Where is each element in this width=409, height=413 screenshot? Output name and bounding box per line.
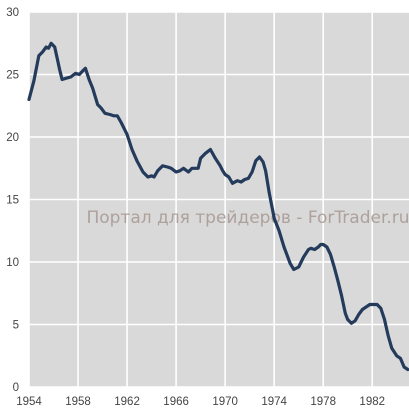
y-axis-tick-labels: 0 5 10 15 20 25 30 [6, 7, 19, 394]
x-tick-label: 1978 [310, 396, 336, 408]
x-tick-label: 1962 [114, 396, 140, 408]
x-tick-label: 1966 [163, 396, 189, 408]
x-tick-label: 1958 [65, 396, 91, 408]
y-tick-label: 15 [6, 195, 19, 207]
y-tick-label: 20 [6, 132, 19, 144]
x-axis-tick-labels: 1954 1958 1962 1966 1970 1974 1978 1982 [16, 396, 385, 408]
y-tick-label: 0 [13, 382, 19, 394]
x-tick-label: 1954 [16, 396, 42, 408]
watermark-text: Портал для трейдеров - ForTrader.ru [86, 208, 409, 228]
y-tick-label: 25 [6, 70, 19, 82]
series-line [27, 41, 409, 372]
x-tick-label: 1974 [261, 396, 287, 408]
y-tick-label: 5 [13, 320, 19, 332]
x-tick-label: 1982 [359, 396, 385, 408]
y-tick-label: 10 [6, 257, 19, 269]
y-tick-label: 30 [6, 7, 19, 19]
x-tick-label: 1970 [212, 396, 238, 408]
